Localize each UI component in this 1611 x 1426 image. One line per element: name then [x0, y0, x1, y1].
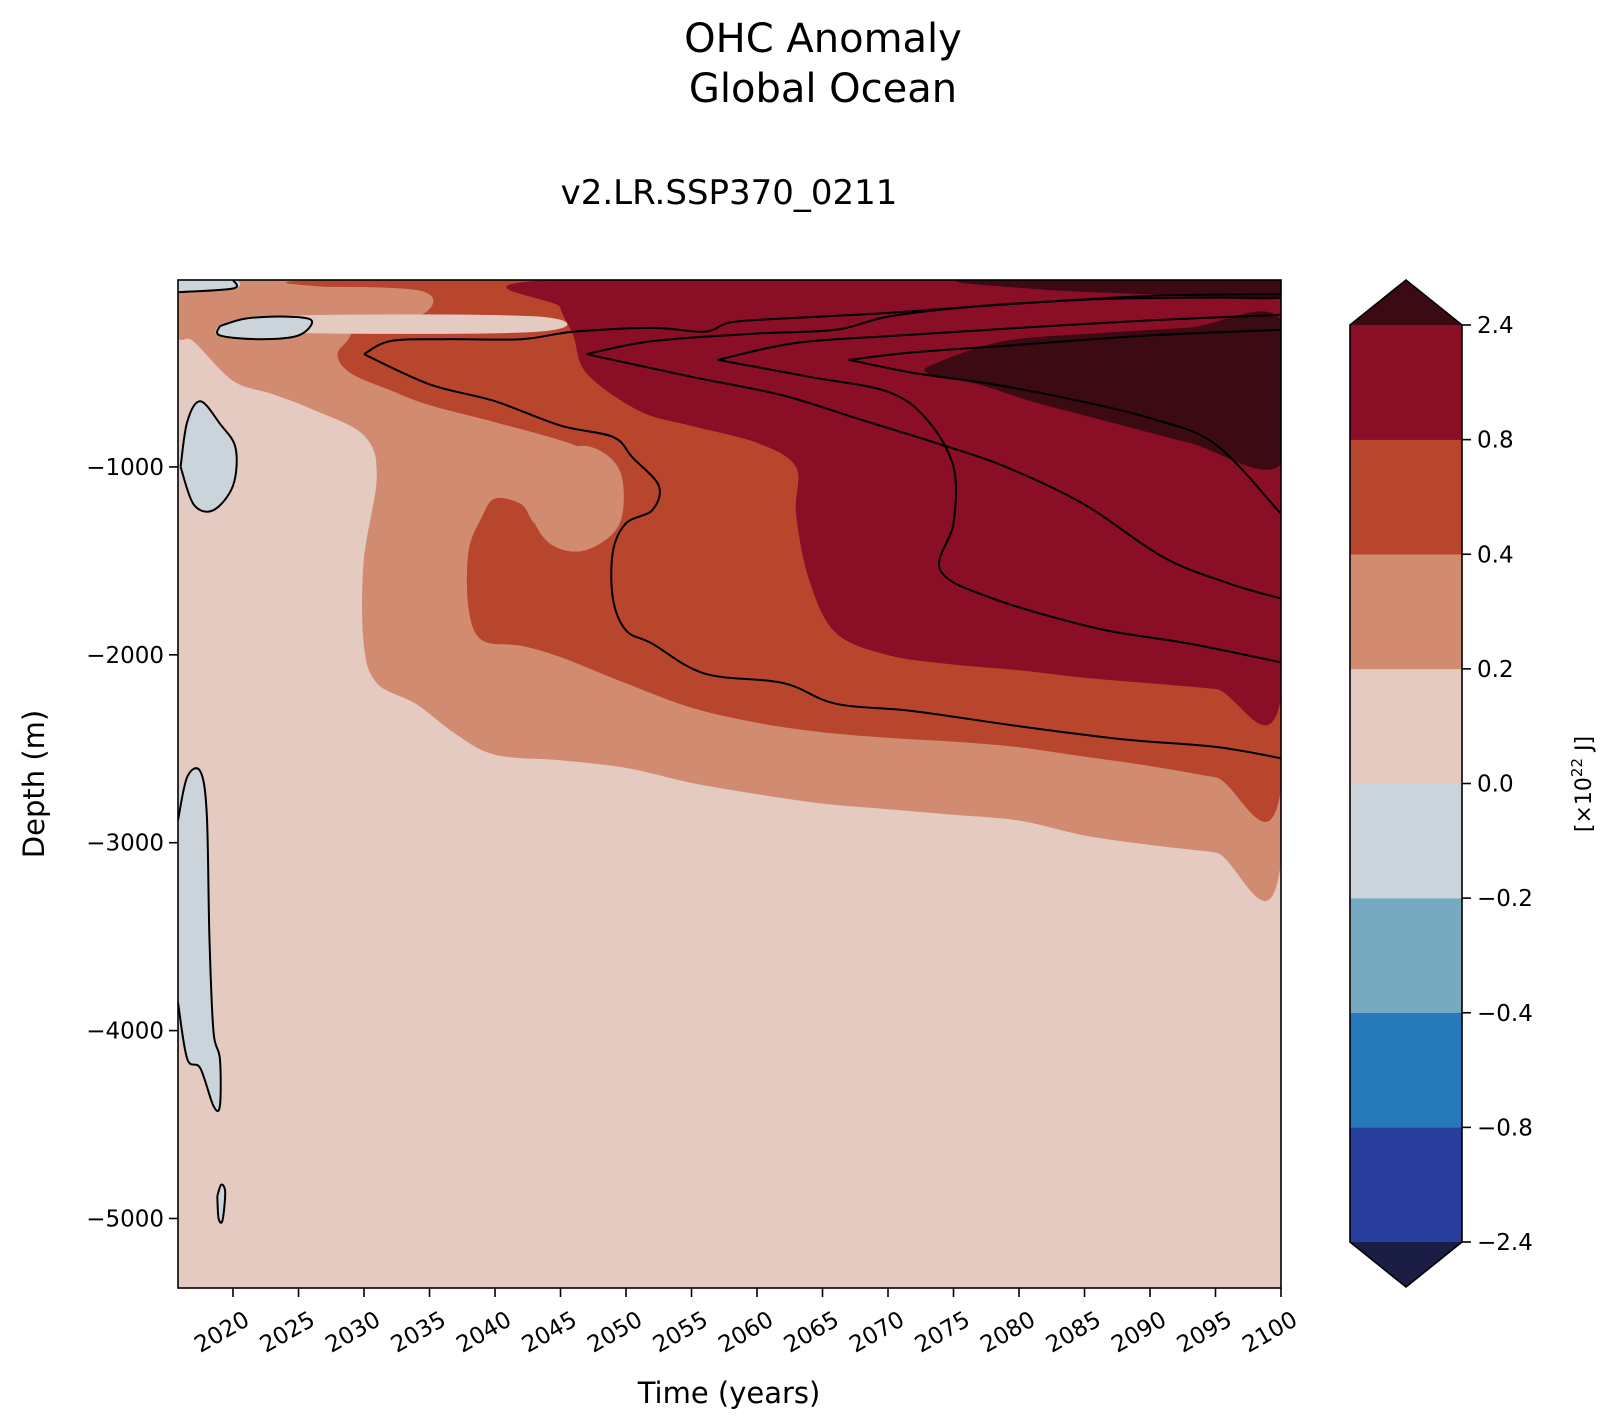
x-axis-label: Time (years): [637, 1376, 821, 1410]
x-tick-label: 2055: [649, 1307, 713, 1359]
y-tick-label: −3000: [86, 831, 164, 857]
colorbar-segment-1: [1349, 1012, 1463, 1128]
contour-line-2: [586, 296, 1281, 356]
x-tick-label: 2060: [714, 1307, 778, 1359]
run-label: v2.LR.SSP370_0211: [561, 173, 898, 213]
y-axis: −1000 −2000 −3000 −4000 −5000: [86, 455, 178, 1232]
y-tick-label: −5000: [86, 1206, 164, 1232]
contour-line-12: [178, 280, 239, 294]
colorbar-segment-7: [1349, 324, 1463, 440]
colorbar-segment-3: [1349, 783, 1463, 899]
colorbar-label: [×1022 J]: [1568, 736, 1597, 832]
contour-line-4: [717, 313, 1281, 361]
colorbar-over-extension: [1350, 280, 1462, 325]
y-tick-label: −1000: [86, 455, 164, 481]
x-tick-label: 2075: [911, 1307, 975, 1359]
y-tick-label: −2000: [86, 643, 164, 669]
colorbar: −2.4 −0.8 −0.4 −0.2 0.0 0.2 0.4 0.8 2.4: [1349, 278, 1533, 1289]
colorbar-segment-0: [1349, 1127, 1463, 1243]
x-tick-label: 2100: [1238, 1307, 1302, 1359]
colorbar-under-extension: [1350, 1242, 1462, 1287]
chart-title: OHC Anomaly: [684, 16, 962, 62]
colorbar-segment-4: [1349, 668, 1463, 784]
contour-line-9: [216, 315, 314, 341]
colorbar-tick-label: 0.2: [1477, 657, 1514, 683]
colorbar-tick-label: 0.0: [1477, 772, 1514, 798]
x-tick-label: 2080: [976, 1307, 1040, 1359]
contour-line-7: [848, 358, 1281, 515]
colorbar-tick-label: −0.4: [1477, 1001, 1533, 1027]
contour-fill-region-4: [924, 311, 1281, 470]
chart-subtitle: Global Ocean: [689, 66, 957, 112]
colorbar-tick-label: −0.2: [1477, 886, 1533, 912]
plot-frame: [177, 279, 1282, 1289]
x-tick-label: 2050: [583, 1307, 647, 1359]
x-tick-label: 2045: [518, 1307, 582, 1359]
contour-line-8: [179, 400, 238, 513]
contour-line-11: [216, 1183, 227, 1224]
contour-line-6: [848, 328, 1281, 361]
colorbar-tick-label: 0.4: [1477, 542, 1514, 568]
contour-lines: [178, 280, 1281, 1224]
plot-area: [177, 279, 1282, 1289]
x-tick-label: 2035: [387, 1307, 451, 1359]
y-axis-label: Depth (m): [17, 710, 51, 858]
colorbar-tick-label: −2.4: [1477, 1230, 1533, 1256]
colorbar-label-prefix: [×10: [1572, 777, 1597, 832]
x-tick-label: 2030: [321, 1307, 385, 1359]
colorbar-tick-label: 2.4: [1477, 313, 1514, 339]
colorbar-segment-2: [1349, 897, 1463, 1013]
colorbar-label-exponent: 22: [1568, 758, 1586, 777]
y-tick-label: −4000: [86, 1019, 164, 1045]
x-tick-label: 2020: [190, 1307, 254, 1359]
colorbar-tick-label: 0.8: [1477, 428, 1514, 454]
contour-line-1: [363, 353, 1281, 760]
colorbar-tick-label: −0.8: [1477, 1115, 1533, 1141]
colorbar-segment-6: [1349, 439, 1463, 555]
contour-line-3: [586, 353, 1281, 600]
contour-line-5: [717, 358, 1281, 664]
colorbar-label-suffix: J]: [1572, 736, 1597, 758]
x-axis: 2020 2025 2030 2035 2040 2045 2050 2055 2060 2065…: [190, 1288, 1302, 1358]
x-tick-label: 2070: [845, 1307, 909, 1359]
x-tick-label: 2085: [1042, 1307, 1106, 1359]
contour-fill-region-2: [526, 445, 624, 552]
x-tick-label: 2095: [1173, 1307, 1237, 1359]
x-tick-label: 2025: [256, 1307, 320, 1359]
contour-line-10: [178, 767, 222, 1113]
x-tick-label: 2090: [1107, 1307, 1171, 1359]
x-tick-label: 2040: [452, 1307, 516, 1359]
colorbar-segment-5: [1349, 554, 1463, 670]
x-tick-label: 2065: [780, 1307, 844, 1359]
